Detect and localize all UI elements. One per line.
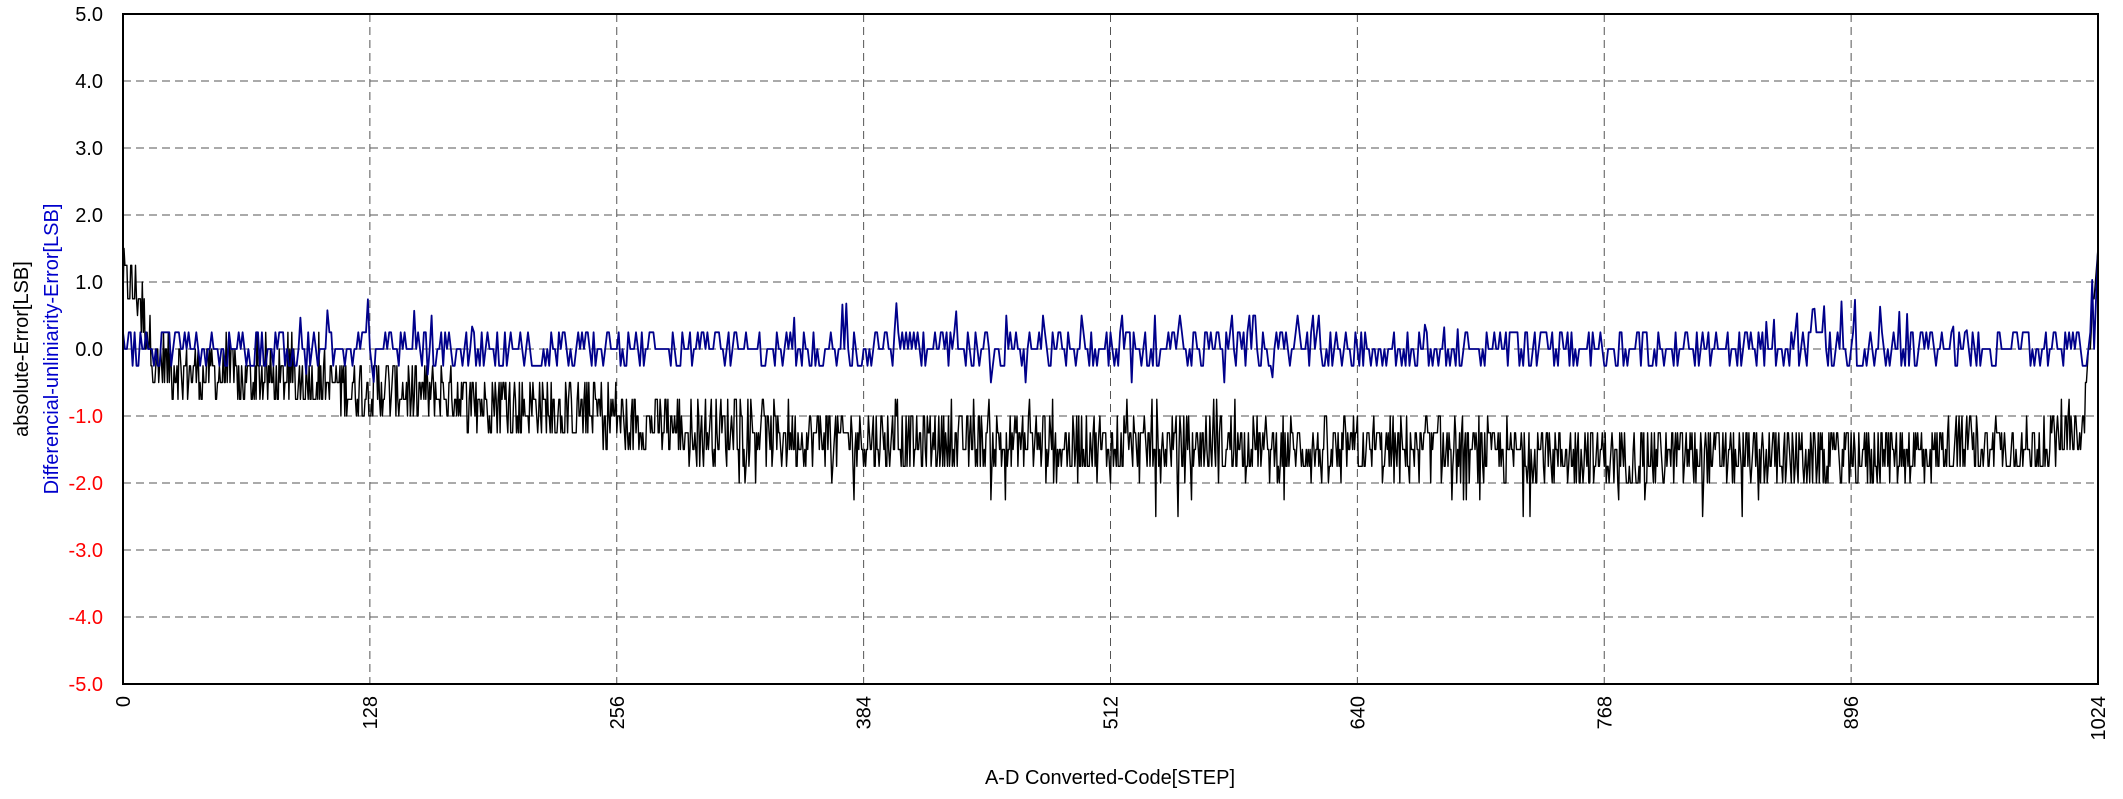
x-axis-label: A-D Converted-Code[STEP] bbox=[985, 767, 1235, 789]
y-tick-label: -3.0 bbox=[69, 540, 103, 562]
x-tick-label: 640 bbox=[1347, 696, 1369, 729]
x-tick-label: 128 bbox=[360, 696, 382, 729]
y-tick-label: 2.0 bbox=[75, 205, 103, 227]
x-tick-label: 0 bbox=[113, 696, 135, 707]
series-layer bbox=[122, 247, 2099, 518]
series-line-1 bbox=[122, 248, 2099, 384]
y-tick-label: -4.0 bbox=[69, 607, 103, 629]
x-tick-label: 512 bbox=[1101, 696, 1123, 729]
y-tick-label: 3.0 bbox=[75, 138, 103, 160]
x-tick-label: 768 bbox=[1594, 696, 1616, 729]
y-axis-label-secondary: Differencial-unliniarity-Error[LSB] bbox=[41, 204, 63, 495]
y-tick-label: 1.0 bbox=[75, 272, 103, 294]
y-tick-label: -1.0 bbox=[69, 406, 103, 428]
x-tick-label: 1024 bbox=[2088, 696, 2110, 741]
y-tick-label: 5.0 bbox=[75, 4, 103, 26]
x-tick-label: 256 bbox=[607, 696, 629, 729]
y-tick-labels: 5.0 4.0 3.0 2.0 1.0 0.0 -1.0 -2.0 -3.0 -4.0 -5.0 bbox=[69, 4, 103, 696]
y-tick-label: -2.0 bbox=[69, 473, 103, 495]
series-line-0 bbox=[122, 247, 2099, 518]
y-tick-label: 4.0 bbox=[75, 71, 103, 93]
y-tick-label: -5.0 bbox=[69, 674, 103, 696]
y-tick-label: 0.0 bbox=[75, 339, 103, 361]
x-tick-label: 896 bbox=[1841, 696, 1863, 729]
x-tick-labels: 0 128 256 384 512 640 768 896 1024 bbox=[113, 696, 2110, 741]
plot-frame bbox=[122, 13, 2099, 685]
x-tick-label: 384 bbox=[854, 696, 876, 729]
y-axis-label-primary: absolute-Error[LSB] bbox=[11, 261, 33, 437]
